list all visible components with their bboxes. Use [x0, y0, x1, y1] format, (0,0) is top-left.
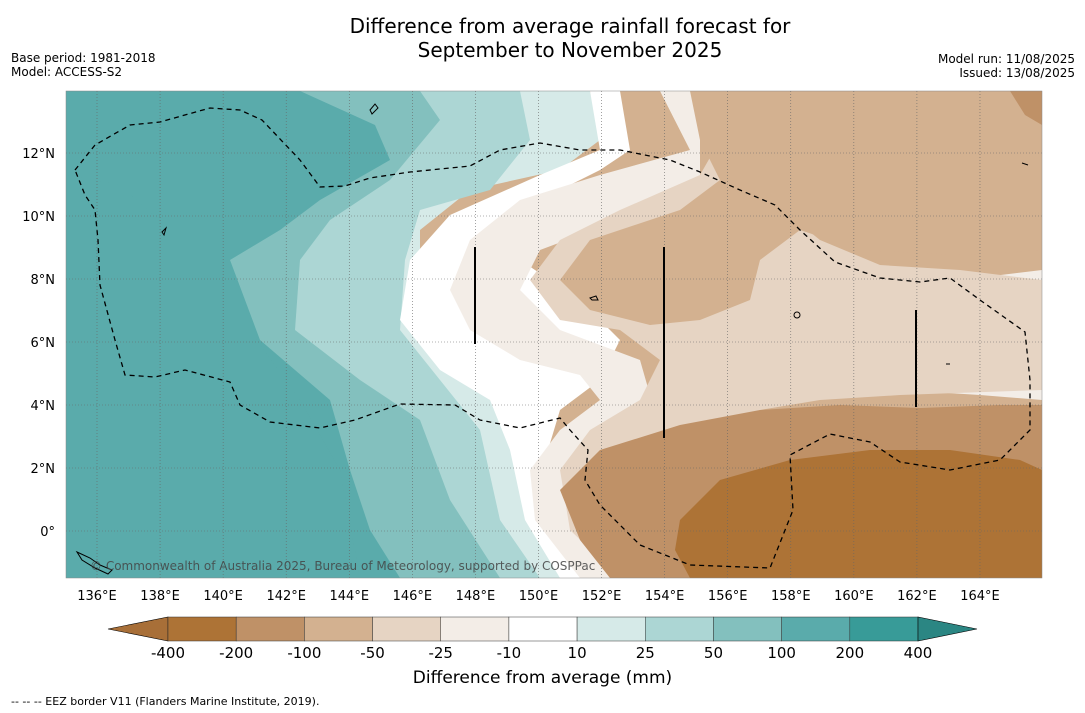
longitude-labels: 136°E 138°E 140°E 142°E 144°E 146°E 148°E 150°E… [77, 589, 1000, 604]
colorbar-segment [645, 616, 714, 642]
lon-label: 164°E [960, 589, 1000, 604]
lon-label: 162°E [897, 589, 937, 604]
map-frame [65, 90, 1043, 579]
model-text: Model: ACCESS-S2 [11, 65, 123, 79]
lat-label: 10°N [22, 210, 55, 225]
colorbar-tick-label: -25 [428, 644, 453, 662]
latitude-labels: 12°N 10°N 8°N 6°N 4°N 2°N 0° [22, 147, 55, 540]
colorbar-tick-label: -50 [360, 644, 385, 662]
contour-neg50-neg100 [560, 91, 1042, 325]
colorbar: -400 -200 -100 -50 -25 -10 10 25 50 100 200 400 [107, 616, 978, 662]
lon-label: 150°E [519, 589, 559, 604]
colorbar-tick-label: 400 [904, 644, 933, 662]
colorbar-tick-label: 200 [835, 644, 864, 662]
lon-label: 142°E [266, 589, 306, 604]
lat-label: 4°N [31, 399, 56, 414]
contour-neg200-neg400 [675, 450, 1042, 578]
colorbar-tick-label: -10 [497, 644, 522, 662]
colorbar-segment [508, 616, 578, 642]
colorbar-tick-label: 50 [704, 644, 723, 662]
lat-label: 2°N [31, 462, 56, 477]
colorbar-tick-label: 100 [767, 644, 796, 662]
colorbar-tick-label: 25 [636, 644, 655, 662]
lat-label: 12°N [22, 147, 55, 162]
contour-200-400 [66, 175, 360, 578]
lon-label: 144°E [330, 589, 370, 604]
lon-label: 136°E [77, 589, 117, 604]
lon-label: 140°E [203, 589, 243, 604]
colorbar-extend-low [107, 616, 169, 642]
colorbar-extend-high [917, 616, 978, 642]
base-period-text: Base period: 1981-2018 [11, 51, 156, 65]
colorbar-segment [713, 616, 782, 642]
copyright-text: © Commonwealth of Australia 2025, Bureau… [90, 559, 595, 573]
colorbar-segment [440, 616, 510, 642]
metadata-left: Base period: 1981-2018 Model: ACCESS-S2 [11, 51, 156, 79]
contour-ne-brown [1010, 91, 1042, 125]
lon-label: 158°E [771, 589, 811, 604]
colorbar-tick-label: 10 [568, 644, 587, 662]
title-line-2: September to November 2025 [417, 38, 723, 62]
lon-label: 154°E [645, 589, 685, 604]
model-run-text: Model run: 11/08/2025 [937, 52, 1075, 66]
colorbar-tick-label: -200 [219, 644, 253, 662]
lon-label: 152°E [582, 589, 622, 604]
colorbar-segment [576, 616, 646, 642]
eez-footnote: -- -- -- EEZ border V11 (Flanders Marine… [11, 695, 320, 708]
colorbar-segment [167, 616, 237, 642]
metadata-right: Model run: 11/08/2025 Issued: 13/08/2025 [938, 52, 1075, 80]
colorbar-segment [849, 616, 919, 642]
colorbar-segment [372, 616, 441, 642]
map-title: Difference from average rainfall forecas… [270, 14, 870, 62]
colorbar-tick-label: -400 [151, 644, 185, 662]
lon-label: 146°E [393, 589, 433, 604]
lon-label: 156°E [708, 589, 748, 604]
colorbar-segment [304, 616, 373, 642]
colorbar-tick-label: -100 [287, 644, 321, 662]
lat-label: 6°N [31, 336, 56, 351]
lat-label: 8°N [31, 273, 56, 288]
lon-label: 138°E [140, 589, 180, 604]
colorbar-segment [781, 616, 851, 642]
lon-label: 148°E [456, 589, 496, 604]
islands [75, 103, 1029, 575]
colorbar-segment [235, 616, 305, 642]
colorbar-title: Difference from average (mm) [412, 668, 673, 688]
lon-label: 160°E [834, 589, 874, 604]
title-line-1: Difference from average rainfall forecas… [349, 14, 791, 38]
issued-text: Issued: 13/08/2025 [959, 66, 1075, 80]
rainfall-contours [66, 91, 1042, 578]
lat-label: 0° [40, 525, 55, 540]
eez-border-west [74, 107, 1031, 569]
